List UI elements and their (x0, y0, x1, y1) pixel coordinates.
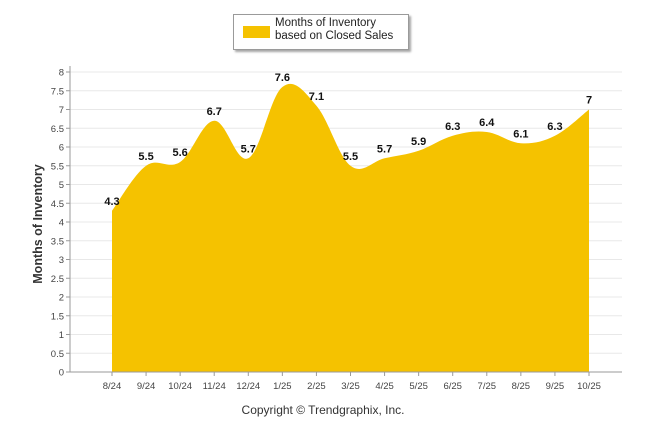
y-tick-label: 4 (59, 218, 64, 229)
y-tick-label: 1 (59, 330, 64, 341)
y-axis-title: Months of Inventory (31, 164, 45, 284)
data-label: 6.7 (207, 106, 222, 118)
x-tick-label: 7/25 (478, 381, 497, 392)
x-tick-label: 8/24 (103, 381, 122, 392)
data-label: 7.6 (275, 72, 290, 84)
x-tick-label: 10/24 (168, 381, 192, 392)
x-tick-label: 9/25 (546, 381, 565, 392)
y-tick-label: 6 (59, 143, 64, 154)
x-tick-label: 8/25 (512, 381, 531, 392)
x-tick-label: 9/24 (137, 381, 156, 392)
data-label: 5.5 (138, 151, 153, 163)
x-tick-labels: 8/24 9/24 10/24 11/24 12/24 1/25 2/25 3/25 4/25 5… (103, 372, 601, 392)
y-tick-label: 2.5 (51, 274, 64, 285)
area-fill (112, 83, 589, 372)
x-tick-label: 10/25 (577, 381, 601, 392)
y-tick-label: 5 (59, 180, 64, 191)
y-tick-label: 4.5 (51, 199, 64, 210)
x-tick-label: 5/25 (409, 381, 428, 392)
data-label: 6.3 (445, 121, 460, 133)
axes (69, 66, 622, 373)
x-tick-label: 1/25 (273, 381, 292, 392)
data-label: 5.6 (172, 147, 187, 159)
legend-swatch (243, 26, 270, 38)
data-label: 6.3 (547, 121, 562, 133)
data-label: 6.4 (479, 117, 495, 129)
y-tick-label: 0 (59, 368, 64, 379)
y-tick-label: 3 (59, 255, 64, 266)
data-label: 5.5 (343, 151, 358, 163)
data-label: 4.3 (104, 196, 119, 208)
x-tick-label: 11/24 (203, 381, 226, 392)
data-label: 7.1 (309, 91, 324, 103)
y-tick-label: 7 (59, 105, 64, 116)
y-tick-label: 0.5 (51, 349, 64, 360)
y-tick-label: 2 (59, 293, 64, 304)
legend-label: Months of Inventory based on Closed Sale… (275, 17, 394, 42)
copyright-footer: Copyright © Trendgraphix, Inc. (241, 403, 405, 417)
x-tick-label: 12/24 (236, 381, 260, 392)
y-tick-label: 1.5 (51, 311, 64, 322)
data-label: 5.9 (411, 136, 426, 148)
y-tick-label: 8 (59, 68, 64, 79)
x-tick-label: 2/25 (307, 381, 326, 392)
y-tick-label: 7.5 (51, 86, 64, 97)
x-tick-label: 3/25 (341, 381, 360, 392)
y-tick-label: 5.5 (51, 161, 64, 172)
data-label: 5.7 (377, 143, 392, 155)
x-tick-label: 4/25 (375, 381, 394, 392)
y-tick-labels: 0 0.5 1 1.5 2 2.5 3 3.5 4 4.5 5 5.5 6 6.5 7 7.5 8 (51, 68, 70, 379)
legend: Months of Inventory based on Closed Sale… (233, 14, 409, 50)
data-label: 7 (586, 95, 592, 107)
data-labels: 4.3 5.5 5.6 6.7 5.7 7.6 7.1 5.5 5.7 5.9 6.3 6.4 6.1 6… (104, 72, 592, 208)
data-label: 6.1 (513, 128, 528, 140)
y-tick-label: 6.5 (51, 124, 64, 135)
x-tick-label: 6/25 (443, 381, 462, 392)
y-tick-label: 3.5 (51, 236, 64, 247)
data-label: 5.7 (241, 143, 256, 155)
area-series (112, 83, 589, 372)
